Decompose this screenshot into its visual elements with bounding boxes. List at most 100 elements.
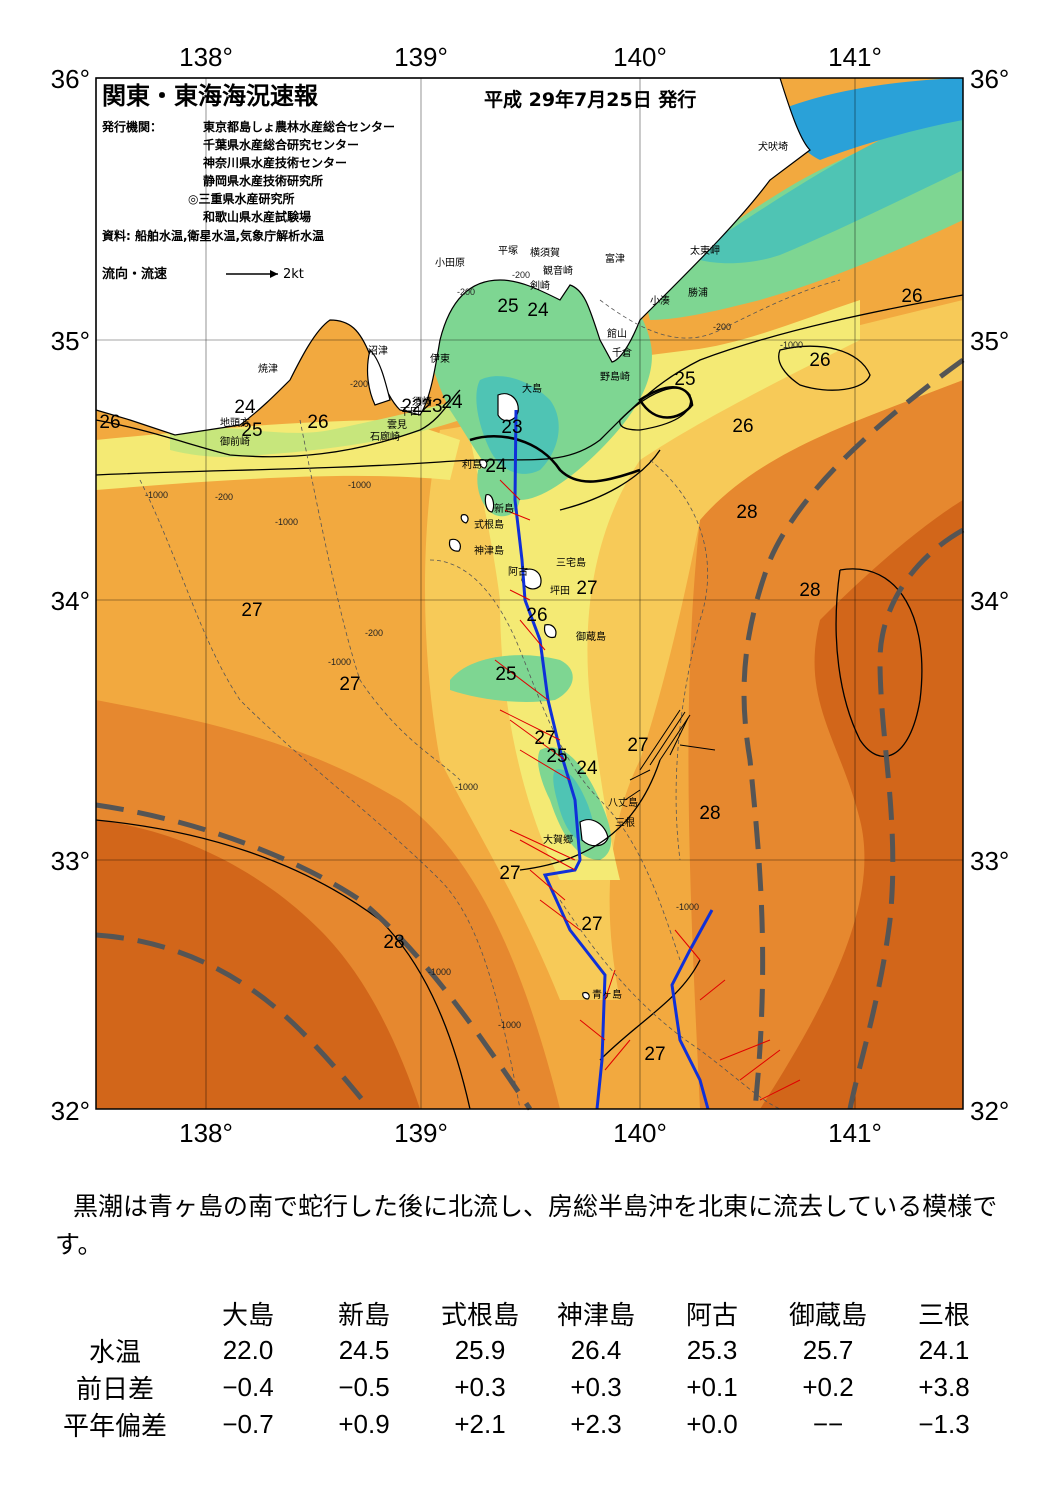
place-label: 勝浦 — [688, 286, 708, 299]
stats-header-row: 大島 新島 式根島 神津島 阿古 御蔵島 三根 — [40, 1295, 1002, 1332]
lon-tick-label: 138° — [179, 42, 233, 72]
lat-tick-label: 36° — [970, 64, 1009, 94]
place-label: 野島崎 — [600, 370, 630, 383]
temperature-label: 28 — [736, 502, 757, 523]
island-niijima — [484, 493, 495, 513]
temperature-label: 26 — [99, 412, 120, 433]
island-kozu — [448, 538, 462, 552]
place-label: 坪田 — [550, 584, 570, 597]
place-label: 須崎 — [412, 395, 432, 408]
temperature-label: 23 — [501, 417, 522, 438]
place-label: 千倉 — [612, 346, 632, 359]
lat-tick-label: 35° — [51, 326, 90, 356]
depth-label: -1000 — [348, 480, 371, 490]
issue-date: 平成 29年7月25日 発行 — [484, 88, 696, 111]
lat-tick-label: 35° — [970, 326, 1009, 356]
lat-tick-label: 33° — [51, 846, 90, 876]
depth-label: -200 — [215, 492, 233, 502]
temperature-label: 27 — [534, 728, 555, 749]
zone-coldest-boso — [780, 78, 963, 160]
place-label: 館山 — [607, 327, 627, 340]
temperature-label: 25 — [241, 420, 262, 441]
place-label: 横須賀 — [530, 246, 560, 259]
place-label: 小田原 — [435, 257, 465, 269]
stats-cell: 25.7 — [802, 1335, 854, 1365]
temperature-label: 26 — [526, 605, 547, 626]
temperature-label: 24 — [234, 397, 256, 418]
island-shikine — [460, 514, 469, 524]
stats-cell: 24.1 — [918, 1335, 970, 1365]
temperature-label: 27 — [581, 914, 602, 935]
kuroshio-axis — [513, 409, 714, 1110]
sea-temperature-map: 138° 139° 140° 141° 138° 139° 140° 141° … — [51, 42, 1010, 1148]
stats-col-header: 御蔵島 — [788, 1301, 867, 1331]
stats-row-label: 平年偏差 — [62, 1412, 167, 1442]
place-label: 三根 — [615, 816, 635, 829]
place-label: 大賀郷 — [543, 833, 573, 846]
temperature-label: 28 — [799, 580, 820, 601]
temperature-label: 25 — [495, 664, 516, 685]
place-label: 太東岬 — [690, 244, 720, 257]
island-oshima — [497, 393, 519, 422]
land-honshu — [95, 77, 811, 436]
stats-cell: 22.0 — [222, 1335, 274, 1365]
stats-cell: −1.3 — [918, 1409, 970, 1439]
place-label: 観音崎 — [543, 264, 573, 277]
temperature-label: 24 — [576, 758, 598, 779]
zone-warmest-east — [760, 500, 963, 1109]
stats-col-header: 大島 — [221, 1301, 274, 1331]
island-stats-table: 大島 新島 式根島 神津島 阿古 御蔵島 三根 水温 22.0 24.5 25.… — [40, 1295, 1002, 1443]
place-label: 大島 — [522, 382, 542, 395]
stats-row-daily-diff: 前日差 −0.4 −0.5 +0.3 +0.3 +0.1 +0.2 +3.8 — [40, 1369, 1002, 1406]
depth-label: -1000 — [145, 490, 168, 500]
depth-label: -1000 — [428, 967, 451, 977]
place-label: 御蔵島 — [576, 630, 606, 643]
zone-colder-boso — [700, 100, 963, 264]
temperature-label: 24 — [441, 392, 463, 413]
place-label: 伊東 — [430, 352, 450, 365]
temperature-label: 28 — [699, 803, 720, 824]
temperature-label: 24 — [485, 456, 507, 477]
stats-row-anomaly: 平年偏差 −0.7 +0.9 +2.1 +2.3 +0.0 −− −1.3 — [40, 1406, 1002, 1443]
kuroshio-front — [469, 385, 694, 483]
temperature-labels: 26 24 25 26 22 23 24 23 24 25 24 25 26 2… — [99, 286, 922, 1065]
lat-ticks-left: 36° 35° 34° 33° 32° — [51, 64, 90, 1126]
map-header: 関東・東海海況速報 平成 29年7月25日 発行 発行機関： 東京都島しょ農林水… — [101, 82, 696, 282]
place-labels: 焼津 地頭方 御前崎 沼津 伊東 小田原 平塚 横須賀 観音崎 剣崎 富津 雲見… — [220, 140, 788, 1001]
place-label: 新島 — [494, 502, 514, 515]
temperature-label: 23 — [421, 396, 442, 417]
stats-cell: +0.9 — [338, 1409, 390, 1439]
stats-cell: −− — [812, 1409, 844, 1439]
stats-cell: 26.4 — [570, 1335, 622, 1365]
map-title: 関東・東海海況速報 — [102, 82, 319, 110]
depth-label: -200 — [350, 379, 368, 389]
place-label: 石廊崎 — [370, 430, 400, 443]
depth-label: -1000 — [780, 340, 803, 350]
depth-label: -1000 — [676, 902, 699, 912]
lon-tick-label: 140° — [613, 1118, 667, 1148]
place-label: 平塚 — [498, 245, 518, 257]
warm-water-boundaries — [95, 357, 965, 1111]
stats-cell: +3.8 — [918, 1372, 970, 1402]
temperature-label: 25 — [546, 746, 567, 767]
depth-label: -200 — [365, 628, 383, 638]
place-label: 八丈島 — [608, 796, 638, 809]
temperature-label: 26 — [732, 416, 753, 437]
place-label: 富津 — [605, 252, 625, 265]
zone-warmest-west — [96, 820, 420, 1109]
temperature-label: 27 — [499, 863, 520, 884]
place-label: 阿古 — [508, 565, 528, 578]
lon-tick-label: 139° — [394, 42, 448, 72]
stats-cell: +0.1 — [686, 1372, 738, 1402]
depth-labels: -200 -200 -200 -200 -200 -200 -1000 -100… — [145, 270, 803, 1030]
temperature-label: 27 — [339, 674, 360, 695]
stats-col-header: 式根島 — [440, 1301, 519, 1331]
lat-tick-label: 34° — [51, 586, 90, 616]
stats-cell: +0.3 — [454, 1372, 506, 1402]
place-label: 沼津 — [368, 344, 388, 357]
publisher-item: 東京都島しょ農林水産総合センター — [203, 119, 395, 134]
depth-label: -1000 — [328, 657, 351, 667]
temperature-label: 25 — [674, 369, 695, 390]
stats-cell: −0.4 — [222, 1372, 274, 1402]
place-label: 小湊 — [650, 294, 670, 307]
